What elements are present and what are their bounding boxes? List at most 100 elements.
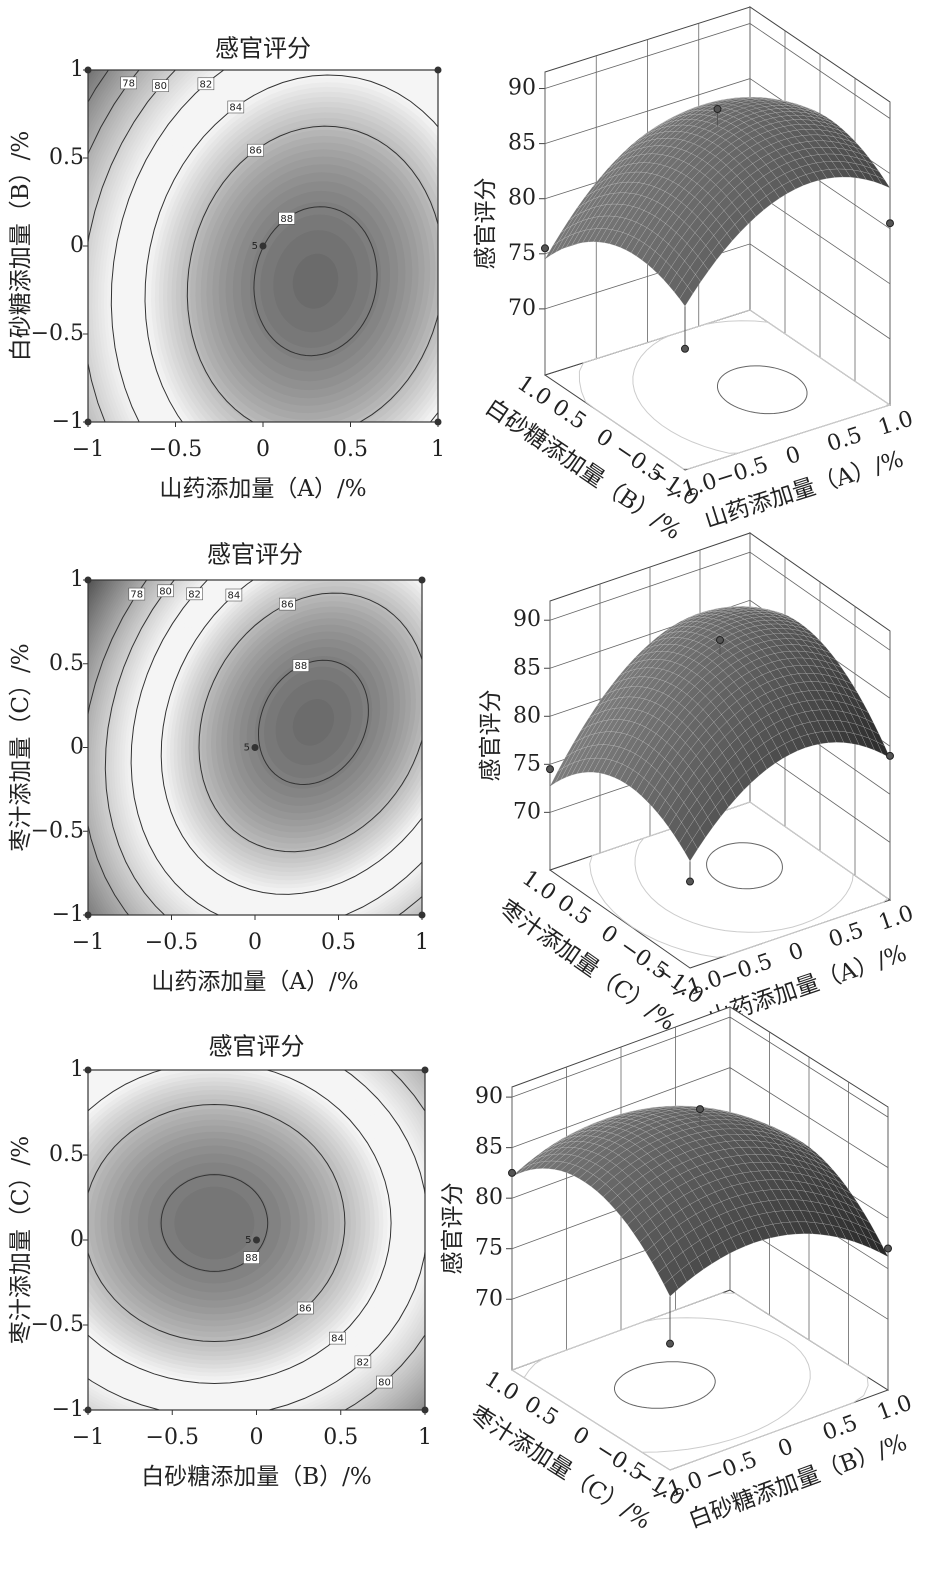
surface-facet [642,640,656,651]
surface-facet [759,130,774,140]
surface-facet [619,677,634,690]
surface-facet [663,266,677,286]
design-point [84,66,92,74]
surface-facet [726,714,741,730]
surface-facet [761,1135,778,1145]
contour-label-box [225,588,243,602]
surface-facet [844,168,859,179]
x-tick-label: 0 [248,930,262,955]
contour-label-box [227,100,245,114]
x-tick-label: 1 [415,930,429,955]
surface-facet [582,228,597,243]
surface-facet [562,1131,577,1139]
contour-line [186,125,438,422]
surface-facet [584,183,598,198]
z-tick-label: 85 [508,131,536,156]
surface-facet [793,119,809,125]
surface-facet [731,630,746,639]
surface-facet [756,664,771,676]
contour-line [88,580,148,915]
surface-facet [627,1120,643,1127]
z-tick-label: 75 [513,751,541,776]
surface-facet [726,627,741,635]
surface-facet [649,634,664,644]
x-tick-label: −1 [72,930,104,955]
surface-facet [788,1134,804,1143]
x-tick-label: 1.0 [876,901,917,936]
surface-facet [754,1121,770,1128]
floor-contour [614,1361,716,1409]
surface-facet [835,1207,852,1222]
surface-facet [848,1197,865,1213]
surface-facet [650,1164,666,1178]
contour-label: 80 [159,586,172,597]
x-tick-label: 0 [775,1434,797,1462]
y-tick-label: 0.5 [49,145,84,170]
surface-facet [780,1155,796,1166]
surface-facet [827,1204,843,1219]
surface-facet [691,170,706,184]
x-tick-label: 0.5 [323,1425,358,1450]
z-tick-label: 70 [475,1286,503,1311]
surface-facet [708,99,722,104]
surface-facet [617,1114,633,1119]
surface-facet [686,196,701,212]
y-tick-label: 1 [70,567,84,592]
z-axis-label: 感官评分 [473,178,499,270]
x-tick-label: 0.5 [321,930,356,955]
surface-facet [614,204,629,218]
design-point [884,1244,892,1253]
surface-facet [622,219,637,235]
surface-facet [630,1108,646,1112]
design-point [84,1066,92,1074]
y-axis-label: 枣汁添加量（C）/% [8,643,34,851]
surface-facet [699,1234,715,1252]
surface-facet [698,636,712,646]
contour-label-box [279,597,296,611]
surface-facet [748,606,762,609]
surface-facet [689,617,703,623]
y-tick-label: 0 [70,735,84,760]
surface-facet [705,688,719,702]
surface-facet [663,1276,679,1297]
surface-facet [726,1140,742,1149]
surface-facet [602,1132,618,1141]
surface-facet [613,181,628,194]
surface-facet [697,109,713,116]
surface-facet [777,100,792,105]
surface-facet [646,1189,662,1205]
surface-facet [729,208,743,225]
design-point [434,418,442,426]
design-point [421,1406,429,1414]
x-axis-label: 山药添加量（A）/% [159,476,366,502]
chart-title: 感官评分 [209,1033,305,1061]
surface-facet [822,1168,838,1181]
surface-facet [625,1181,641,1196]
y-tick-label: 1 [70,1057,84,1082]
design-point [541,244,549,253]
surface-facet [785,1199,801,1211]
surface-facet [730,608,744,612]
contour-label: 84 [331,1334,344,1345]
surface-facet [718,195,733,211]
x-tick-label: 0 [786,938,807,966]
surface-facet [652,255,667,275]
surface-facet [771,1154,788,1165]
contour-line [160,580,422,895]
y-tick-label: 0.5 [49,651,84,676]
surface-facet [778,162,793,175]
surface-facet [739,157,754,170]
design-point [84,911,92,919]
y-tick-label: −0.5 [31,818,84,843]
surface-facet [695,262,709,283]
contour-line [88,70,177,422]
surface-facet [571,758,585,776]
x-axis-label: 白砂糖添加量（B）/% [141,1464,372,1490]
x-axis-label: 山药添加量（A）/% [701,446,906,533]
surface-facet [826,682,841,694]
surface-facet [656,1221,672,1238]
design-point [418,911,426,919]
x-tick-label: 1.0 [874,1391,915,1427]
contour-label: 82 [188,589,201,600]
